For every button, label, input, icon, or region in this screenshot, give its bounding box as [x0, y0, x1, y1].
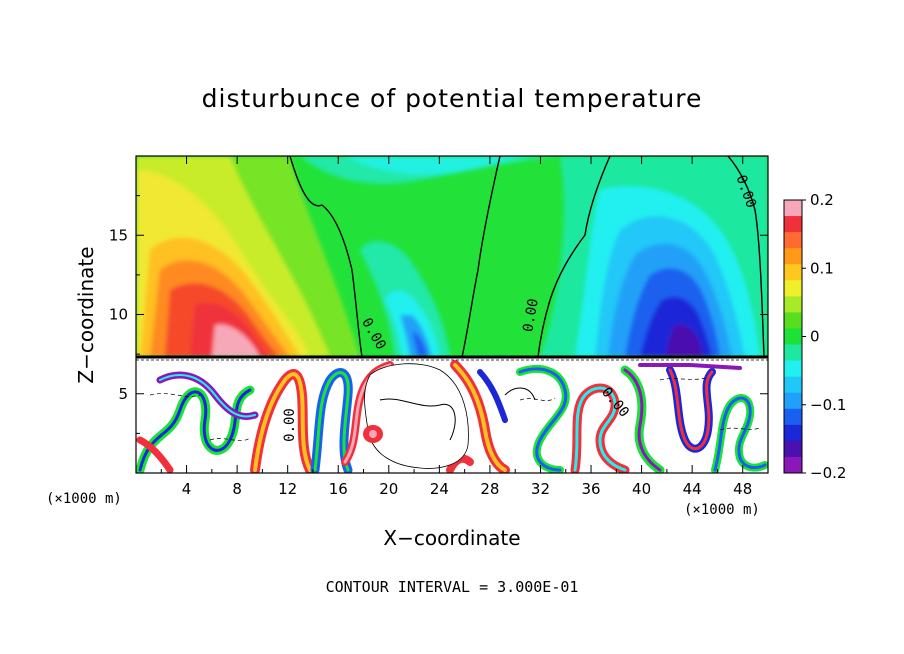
contour-interval-note: CONTOUR INTERVAL = 3.000E-01 — [325, 578, 579, 596]
x-tick-label: 28 — [480, 480, 499, 498]
upper-field — [136, 156, 768, 357]
colorbar-swatch — [784, 216, 802, 233]
colorbar: 0.2 0.1 0 −0.1 −0.2 — [783, 191, 846, 482]
x-tick-label: 8 — [232, 480, 242, 498]
x-tick-label: 40 — [632, 480, 651, 498]
colorbar-swatch — [784, 456, 802, 474]
colorbar-swatch — [784, 248, 802, 265]
colorbar-swatch — [784, 232, 802, 249]
x-tick-label: 16 — [329, 480, 348, 498]
y-tick-label: 5 — [118, 385, 128, 403]
x-tick-label: 12 — [278, 480, 297, 498]
colorbar-swatch — [784, 408, 802, 426]
x-axis-unit-left: (×1000 m) — [46, 491, 122, 507]
contour-label: 0.00 — [282, 408, 298, 442]
x-tick-label: 32 — [531, 480, 550, 498]
colorbar-tick-label: 0 — [810, 328, 820, 346]
colorbar-swatch — [784, 376, 802, 394]
colorbar-tick-label: −0.2 — [810, 464, 846, 482]
x-tick-label: 20 — [379, 480, 398, 498]
y-tick-label: 15 — [109, 226, 128, 244]
colorbar-swatch — [784, 280, 802, 297]
colorbar-swatch — [784, 264, 802, 281]
x-tick-label: 24 — [430, 480, 449, 498]
x-tick-label: 36 — [581, 480, 600, 498]
x-tick-label: 48 — [733, 480, 752, 498]
chart-title: disturbunce of potential temperature — [201, 84, 703, 113]
colorbar-tick-label: 0.2 — [810, 191, 834, 209]
colorbar-tick-label: −0.1 — [810, 396, 846, 414]
colorbar-swatch — [784, 200, 802, 217]
colorbar-tick-label: 0.1 — [810, 259, 834, 277]
contour-label: 0.00 — [520, 297, 542, 333]
x-tick-label: 44 — [683, 480, 702, 498]
colorbar-swatch — [784, 328, 802, 346]
x-tick-label: 4 — [182, 480, 192, 498]
colorbar-swatch — [784, 424, 802, 442]
x-axis-label: X−coordinate — [383, 526, 521, 550]
colorbar-swatch — [784, 312, 802, 329]
x-axis-unit-right: (×1000 m) — [684, 502, 760, 518]
y-tick-label: 10 — [109, 306, 128, 324]
colorbar-swatch — [784, 360, 802, 378]
lower-field — [136, 357, 768, 473]
colorbar-swatch — [784, 344, 802, 362]
colorbar-swatch — [784, 392, 802, 410]
colorbar-swatch — [784, 296, 802, 313]
colorbar-swatch — [784, 440, 802, 458]
